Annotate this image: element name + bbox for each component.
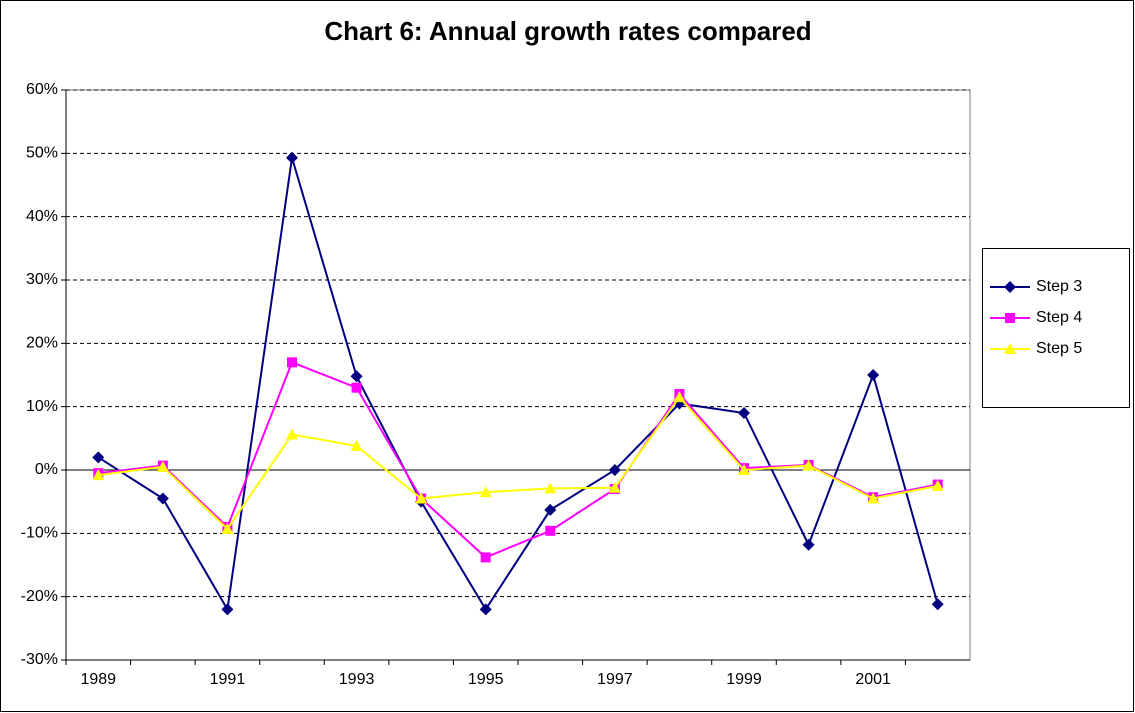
legend-marker [1005, 313, 1015, 323]
x-tick-label: 1999 [726, 671, 762, 688]
data-point [673, 391, 686, 403]
y-tick-label: 30% [26, 271, 58, 288]
legend-label: Step 5 [1036, 340, 1082, 357]
y-tick-label: 40% [26, 208, 58, 225]
data-point [92, 469, 105, 481]
y-tick-label: 10% [26, 398, 58, 415]
data-point [867, 369, 880, 381]
legend-label: Step 3 [1036, 278, 1082, 295]
data-point [931, 479, 944, 491]
plot-area [65, 89, 971, 661]
data-point [479, 603, 492, 616]
y-tick-label: 20% [26, 335, 58, 352]
y-tick-label: -30% [21, 651, 58, 668]
data-point [286, 151, 298, 164]
data-point [415, 492, 428, 504]
legend-marker [1004, 343, 1016, 354]
data-point [738, 464, 750, 475]
y-tick-label: 0% [35, 461, 58, 478]
chart-title: Chart 6: Annual growth rates compared [324, 16, 811, 46]
data-point [608, 464, 621, 476]
y-tick-label: 50% [26, 145, 58, 162]
data-point [350, 439, 363, 451]
data-point [608, 481, 621, 493]
data-point [287, 357, 297, 368]
data-point [544, 482, 557, 494]
data-point [351, 382, 362, 393]
legend-label: Step 4 [1036, 309, 1082, 326]
data-point [738, 407, 750, 419]
series-line [98, 395, 938, 531]
series-line [97, 157, 939, 613]
x-tick-label: 2001 [855, 671, 891, 688]
data-point [221, 522, 234, 534]
data-point [545, 525, 556, 536]
x-tick-label: 1995 [468, 671, 504, 688]
data-point [802, 459, 815, 471]
legend-marker [1004, 281, 1016, 293]
data-point [480, 552, 491, 563]
data-point [92, 451, 105, 464]
x-tick-label: 1997 [597, 671, 633, 688]
data-point [286, 428, 298, 440]
x-tick-label: 1989 [80, 671, 116, 688]
legend-box [982, 248, 1130, 408]
data-point [156, 492, 169, 505]
data-point [221, 603, 234, 616]
x-tick-label: 1993 [339, 671, 375, 688]
data-point [802, 538, 815, 551]
data-point [867, 492, 880, 504]
y-tick-label: 60% [26, 81, 58, 98]
y-tick-label: -20% [21, 588, 58, 605]
y-tick-label: -10% [21, 525, 58, 542]
data-point [931, 598, 944, 611]
data-point [350, 370, 363, 383]
data-point [544, 503, 557, 516]
data-point [479, 486, 492, 498]
data-point [156, 460, 169, 472]
x-tick-label: 1991 [210, 671, 246, 688]
